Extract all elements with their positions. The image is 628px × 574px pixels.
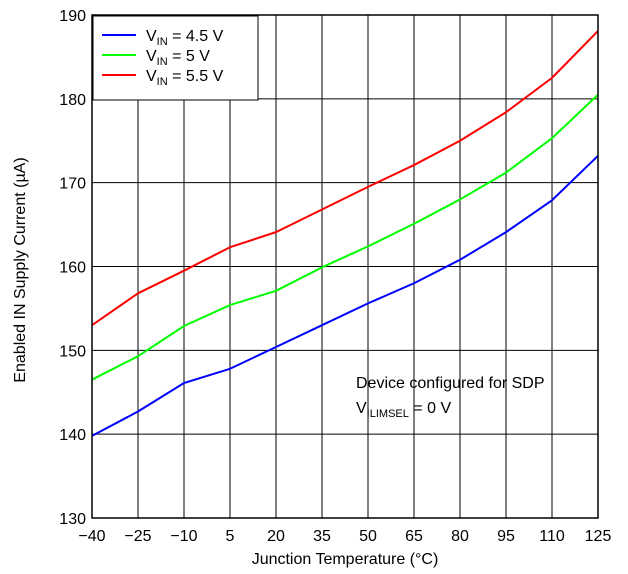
x-tick-label: −40 bbox=[78, 528, 105, 545]
annotation: Device configured for SDP VILIMSEL = 0 V bbox=[356, 375, 545, 420]
legend-label: VIN = 4.5 V bbox=[146, 28, 224, 48]
legend-box bbox=[92, 15, 259, 101]
x-tick-label: −10 bbox=[170, 528, 197, 545]
legend-label: VIN = 5 V bbox=[146, 48, 210, 68]
series-line bbox=[91, 93, 599, 381]
y-tick-label: 160 bbox=[59, 260, 86, 277]
series-line bbox=[91, 155, 599, 437]
series-lines bbox=[91, 30, 599, 437]
x-tick-label: 95 bbox=[497, 528, 515, 545]
x-tick-label: 35 bbox=[313, 528, 331, 545]
x-tick-label: 65 bbox=[405, 528, 423, 545]
x-tick-label: 80 bbox=[451, 528, 469, 545]
plot-frame bbox=[91, 14, 599, 519]
x-axis-label: Junction Temperature (°C) bbox=[252, 551, 439, 568]
x-tick-label: −25 bbox=[124, 528, 151, 545]
y-tick-label: 190 bbox=[59, 8, 86, 25]
x-tick-label: 20 bbox=[267, 528, 285, 545]
x-tick-label: 5 bbox=[226, 528, 235, 545]
y-tick-label: 180 bbox=[59, 92, 86, 109]
y-tick-labels: 130 140 150 160 170 180 190 bbox=[59, 8, 86, 528]
legend-label: VIN = 5.5 V bbox=[146, 68, 224, 88]
annotation-line1: Device configured for SDP bbox=[356, 375, 545, 392]
y-axis-label: Enabled IN Supply Current (µA) bbox=[12, 157, 29, 382]
y-tick-label: 150 bbox=[59, 343, 86, 360]
y-tick-label: 130 bbox=[59, 511, 86, 528]
x-tick-label: 50 bbox=[359, 528, 377, 545]
y-tick-label: 170 bbox=[59, 176, 86, 193]
y-tick-label: 140 bbox=[59, 427, 86, 444]
x-tick-labels: −40 −25 −10 5 20 35 50 65 80 95 110 125 bbox=[78, 528, 611, 545]
annotation-line2: VILIMSEL = 0 V bbox=[356, 400, 451, 420]
series-line bbox=[91, 30, 599, 327]
x-tick-label: 125 bbox=[585, 528, 612, 545]
x-tick-label: 110 bbox=[539, 528, 565, 545]
